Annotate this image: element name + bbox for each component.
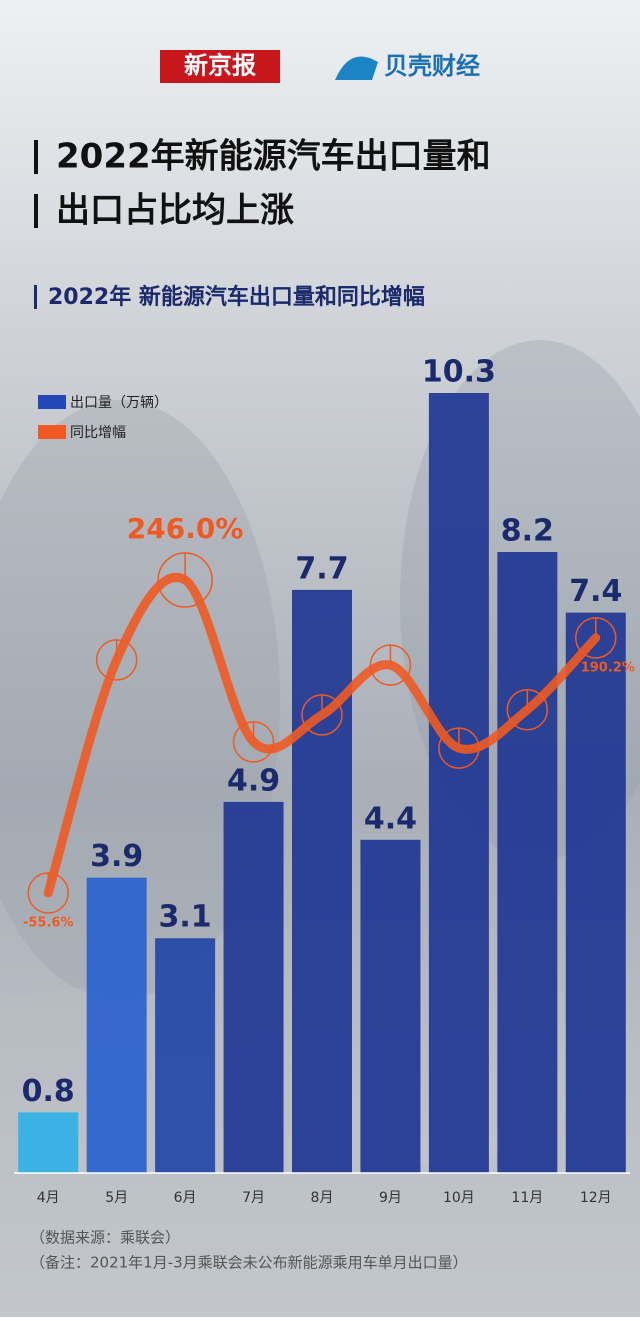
legend-label: 出口量（万辆） (70, 395, 168, 411)
bar-value-label: 3.1 (159, 900, 212, 935)
bar (360, 839, 421, 1173)
logo-icon (335, 56, 378, 80)
logo: 贝壳财经 (384, 52, 480, 80)
line-value-label: 190.2% (581, 660, 635, 675)
bar (155, 938, 216, 1173)
bar (18, 1112, 79, 1173)
bar (497, 552, 558, 1173)
x-tick-label: 11月 (511, 1190, 543, 1206)
bar-value-label: 8.2 (501, 514, 554, 549)
bar-value-label: 4.4 (364, 801, 417, 836)
bar-value-label: 10.3 (422, 355, 496, 390)
note: （备注：2021年1月-3月乘联会未公布新能源乘用车单月出口量） (30, 1254, 468, 1272)
bar-value-label: 3.9 (90, 839, 143, 874)
bar (223, 801, 284, 1173)
x-tick-label: 6月 (174, 1190, 197, 1206)
legend-label: 同比增幅 (70, 425, 126, 441)
legend-swatch (38, 425, 66, 439)
logo: 新京报 (184, 51, 256, 80)
bar-value-label: 0.8 (22, 1074, 75, 1109)
title: 2022年新能源汽车出口量和 (56, 137, 491, 177)
subtitle-bar (34, 285, 37, 309)
note: （数据来源：乘联会） (30, 1229, 180, 1247)
subtitle: 2022年 新能源汽车出口量和同比增幅 (48, 284, 425, 310)
x-tick-label: 8月 (311, 1190, 334, 1206)
background-blur (0, 400, 280, 1000)
x-tick-label: 7月 (242, 1190, 265, 1206)
x-tick-label: 4月 (37, 1190, 60, 1206)
x-tick-label: 12月 (580, 1190, 612, 1206)
bar (86, 877, 147, 1173)
title-bar (34, 194, 38, 228)
x-tick-label: 10月 (443, 1190, 475, 1206)
line-value-label: 246.0% (127, 512, 244, 545)
bar (292, 589, 352, 1173)
title: 出口占比均上涨 (56, 191, 294, 231)
title-bar (34, 140, 38, 174)
logo-box (160, 50, 280, 83)
x-tick-label: 5月 (105, 1190, 128, 1206)
bar (565, 612, 626, 1173)
line-value-label: -55.6% (23, 916, 74, 931)
legend-swatch (38, 395, 66, 409)
bar (428, 393, 489, 1173)
bar-value-label: 4.9 (227, 763, 280, 798)
x-tick-label: 9月 (379, 1190, 402, 1206)
plot: 0.8 4月 3.9 5月 3.1 6月 4.9 7月 7.7 8月 4.4 9月 10.3 10月 8.2… (14, 355, 635, 1206)
bar-value-label: 7.4 (569, 574, 622, 609)
bar-value-label: 7.7 (295, 551, 348, 586)
